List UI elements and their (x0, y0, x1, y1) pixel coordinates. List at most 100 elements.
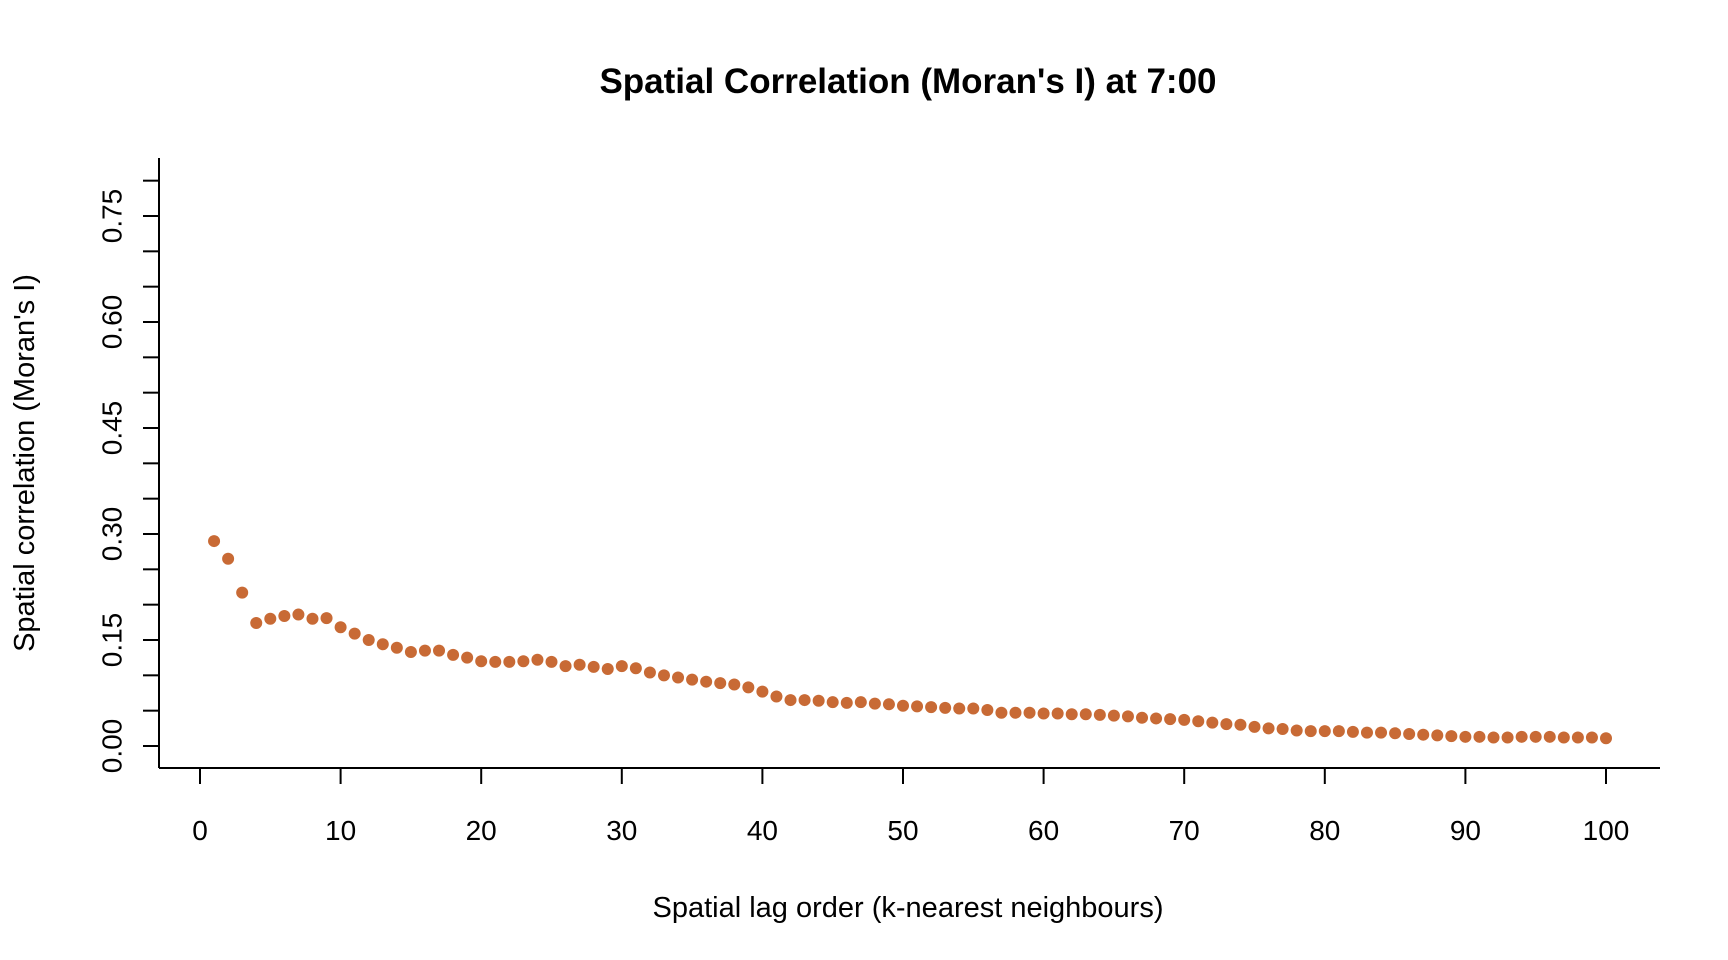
y-tick-label: 0.30 (97, 507, 128, 562)
y-tick-label: 0.60 (97, 295, 128, 350)
data-point (1375, 726, 1388, 739)
data-point (489, 655, 502, 668)
data-point (770, 690, 783, 703)
data-point (404, 646, 417, 659)
data-point (784, 694, 797, 707)
data-point (1360, 726, 1373, 739)
x-tick-label: 20 (466, 815, 497, 846)
data-point (475, 655, 488, 668)
data-point (615, 660, 628, 673)
x-tick-label: 60 (1028, 815, 1059, 846)
data-point (981, 703, 994, 716)
x-tick-label: 0 (192, 815, 208, 846)
data-point (643, 666, 656, 679)
y-tick-label: 0.15 (97, 613, 128, 668)
data-point (714, 677, 727, 690)
data-point (1276, 723, 1289, 736)
data-point (1445, 730, 1458, 743)
data-point (503, 655, 516, 668)
data-point (1571, 731, 1584, 744)
data-point (1234, 718, 1247, 731)
x-axis-title: Spatial lag order (k-nearest neighbours) (653, 892, 1164, 924)
data-point (728, 678, 741, 691)
data-point (1009, 706, 1022, 719)
data-point (1150, 712, 1163, 725)
data-point (1557, 731, 1570, 744)
data-point (1051, 707, 1064, 720)
data-point (1037, 707, 1050, 720)
data-point (320, 612, 333, 625)
data-point (953, 702, 966, 715)
data-point (854, 696, 867, 709)
data-point (742, 681, 755, 694)
data-point (348, 627, 361, 640)
data-point (1346, 725, 1359, 738)
data-point (925, 701, 938, 714)
data-point (868, 697, 881, 710)
data-point (1501, 731, 1514, 744)
data-point (236, 586, 249, 599)
x-tick-label: 70 (1169, 815, 1200, 846)
y-tick-label: 0.00 (97, 719, 128, 774)
data-point (1192, 715, 1205, 728)
data-point (250, 617, 263, 630)
data-point (798, 694, 811, 707)
data-point (1304, 725, 1317, 738)
x-tick-label: 80 (1309, 815, 1340, 846)
data-point (1093, 708, 1106, 721)
data-point (1164, 713, 1177, 726)
data-point (700, 675, 713, 688)
y-tick-label: 0.75 (97, 189, 128, 244)
x-tick-label: 50 (887, 815, 918, 846)
data-point (1290, 724, 1303, 737)
data-point (882, 698, 895, 711)
data-point (629, 662, 642, 675)
data-point (1585, 731, 1598, 744)
data-point (447, 648, 460, 661)
x-tick-label: 90 (1450, 815, 1481, 846)
y-axis-title: Spatial correlation (Moran's I) (9, 274, 41, 652)
data-point (1178, 713, 1191, 726)
data-point (911, 700, 924, 713)
data-point (1136, 711, 1149, 724)
data-point (1403, 727, 1416, 740)
data-point (278, 609, 291, 622)
data-point (1600, 732, 1612, 745)
data-point (545, 655, 558, 668)
data-point (1529, 730, 1542, 743)
data-point (517, 655, 530, 668)
data-point (1473, 730, 1486, 743)
data-point (573, 658, 586, 671)
data-point (264, 612, 277, 625)
data-point (672, 671, 685, 684)
data-point (1206, 716, 1219, 729)
data-point (531, 653, 544, 666)
data-point (1487, 731, 1500, 744)
data-point (376, 638, 389, 651)
data-point (1515, 730, 1528, 743)
data-point (1079, 708, 1092, 721)
data-point (756, 685, 769, 698)
data-point (1262, 722, 1275, 735)
data-point (1431, 729, 1444, 742)
y-axis-ticks: 0.00 0.15 0.30 0.45 0.60 0.75 (97, 179, 159, 774)
data-point (812, 694, 825, 707)
data-point (587, 660, 600, 673)
data-point (1318, 725, 1331, 738)
data-point (461, 651, 474, 664)
x-tick-label: 30 (606, 815, 637, 846)
data-point (1417, 728, 1430, 741)
data-point (292, 608, 305, 621)
data-point (306, 612, 319, 625)
data-points (208, 535, 1612, 745)
data-point (418, 644, 431, 657)
data-point (334, 621, 347, 634)
data-point (1107, 709, 1120, 722)
x-tick-label: 100 (1583, 815, 1630, 846)
data-point (1332, 725, 1345, 738)
data-point (826, 696, 839, 709)
chart-title: Spatial Correlation (Moran's I) at 7:00 (599, 62, 1216, 101)
data-point (433, 644, 446, 657)
data-point (995, 706, 1008, 719)
y-tick-label: 0.45 (97, 401, 128, 456)
